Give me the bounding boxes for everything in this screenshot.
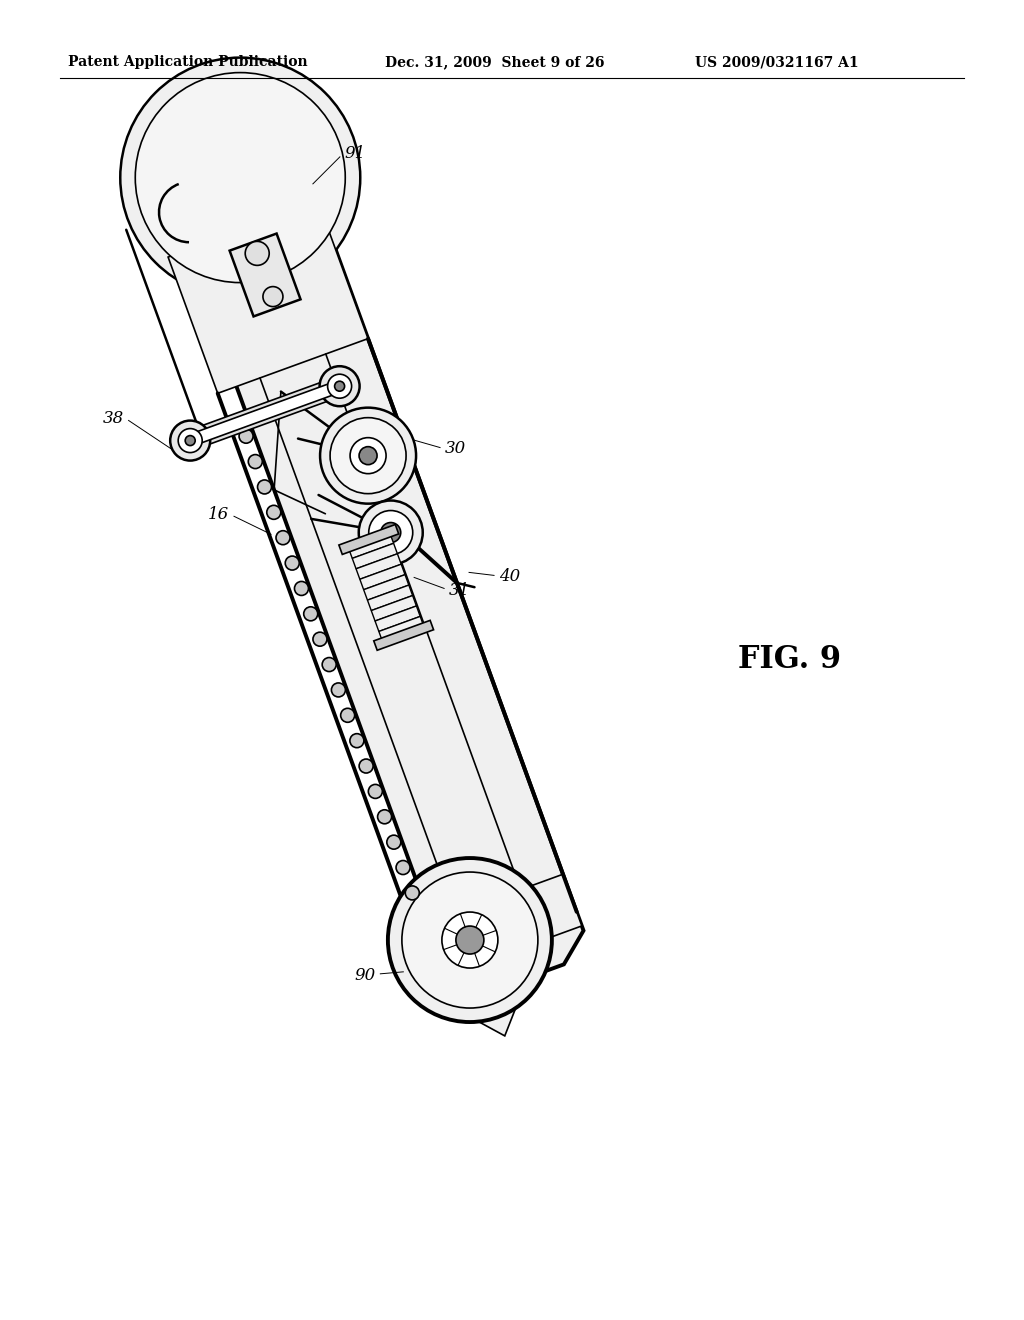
Circle shape	[401, 873, 538, 1008]
Polygon shape	[364, 574, 409, 601]
Circle shape	[319, 366, 359, 407]
Circle shape	[387, 836, 400, 849]
Text: 91: 91	[345, 145, 367, 162]
Circle shape	[330, 417, 407, 494]
Circle shape	[369, 784, 382, 799]
Circle shape	[257, 480, 271, 494]
Circle shape	[178, 429, 202, 453]
Polygon shape	[352, 544, 397, 569]
Text: US 2009/0321167 A1: US 2009/0321167 A1	[695, 55, 859, 69]
Circle shape	[170, 421, 210, 461]
Circle shape	[359, 759, 373, 774]
Polygon shape	[186, 376, 343, 450]
Text: 40: 40	[499, 568, 520, 585]
Circle shape	[185, 436, 196, 446]
Circle shape	[321, 408, 416, 504]
Polygon shape	[168, 202, 368, 393]
Polygon shape	[379, 616, 424, 642]
Circle shape	[323, 657, 336, 672]
Circle shape	[350, 734, 364, 747]
Circle shape	[406, 886, 419, 900]
Circle shape	[239, 429, 253, 444]
Text: 31: 31	[450, 582, 470, 599]
Circle shape	[341, 709, 354, 722]
Text: 30: 30	[445, 440, 466, 457]
Text: 90: 90	[354, 968, 376, 985]
Circle shape	[120, 58, 360, 297]
Polygon shape	[348, 533, 393, 558]
Circle shape	[304, 607, 317, 620]
Circle shape	[359, 446, 377, 465]
Polygon shape	[144, 127, 329, 267]
Polygon shape	[359, 564, 406, 590]
Polygon shape	[413, 874, 582, 1036]
Polygon shape	[229, 234, 300, 317]
Polygon shape	[368, 585, 413, 611]
Text: Dec. 31, 2009  Sheet 9 of 26: Dec. 31, 2009 Sheet 9 of 26	[385, 55, 604, 69]
Circle shape	[442, 912, 498, 968]
Circle shape	[456, 927, 484, 954]
Text: 38: 38	[102, 411, 124, 426]
Circle shape	[332, 682, 345, 697]
Polygon shape	[191, 381, 338, 445]
Text: Patent Application Publication: Patent Application Publication	[68, 55, 307, 69]
Circle shape	[328, 374, 351, 399]
Circle shape	[267, 506, 281, 519]
Circle shape	[286, 556, 299, 570]
Circle shape	[396, 861, 410, 875]
Polygon shape	[339, 524, 398, 554]
Circle shape	[248, 454, 262, 469]
Circle shape	[135, 73, 345, 282]
Circle shape	[381, 523, 400, 543]
Circle shape	[313, 632, 327, 647]
Polygon shape	[356, 554, 401, 579]
Circle shape	[388, 858, 552, 1022]
Circle shape	[245, 242, 269, 265]
Circle shape	[295, 581, 308, 595]
Circle shape	[335, 381, 345, 391]
Circle shape	[350, 438, 386, 474]
Text: 16: 16	[208, 506, 229, 523]
Circle shape	[358, 500, 423, 565]
Polygon shape	[372, 595, 417, 620]
Circle shape	[276, 531, 290, 545]
Text: FIG. 9: FIG. 9	[738, 644, 842, 676]
Polygon shape	[374, 620, 433, 651]
Polygon shape	[148, 139, 584, 995]
Circle shape	[263, 286, 283, 306]
Circle shape	[378, 809, 391, 824]
Polygon shape	[375, 606, 420, 631]
Circle shape	[369, 511, 413, 554]
